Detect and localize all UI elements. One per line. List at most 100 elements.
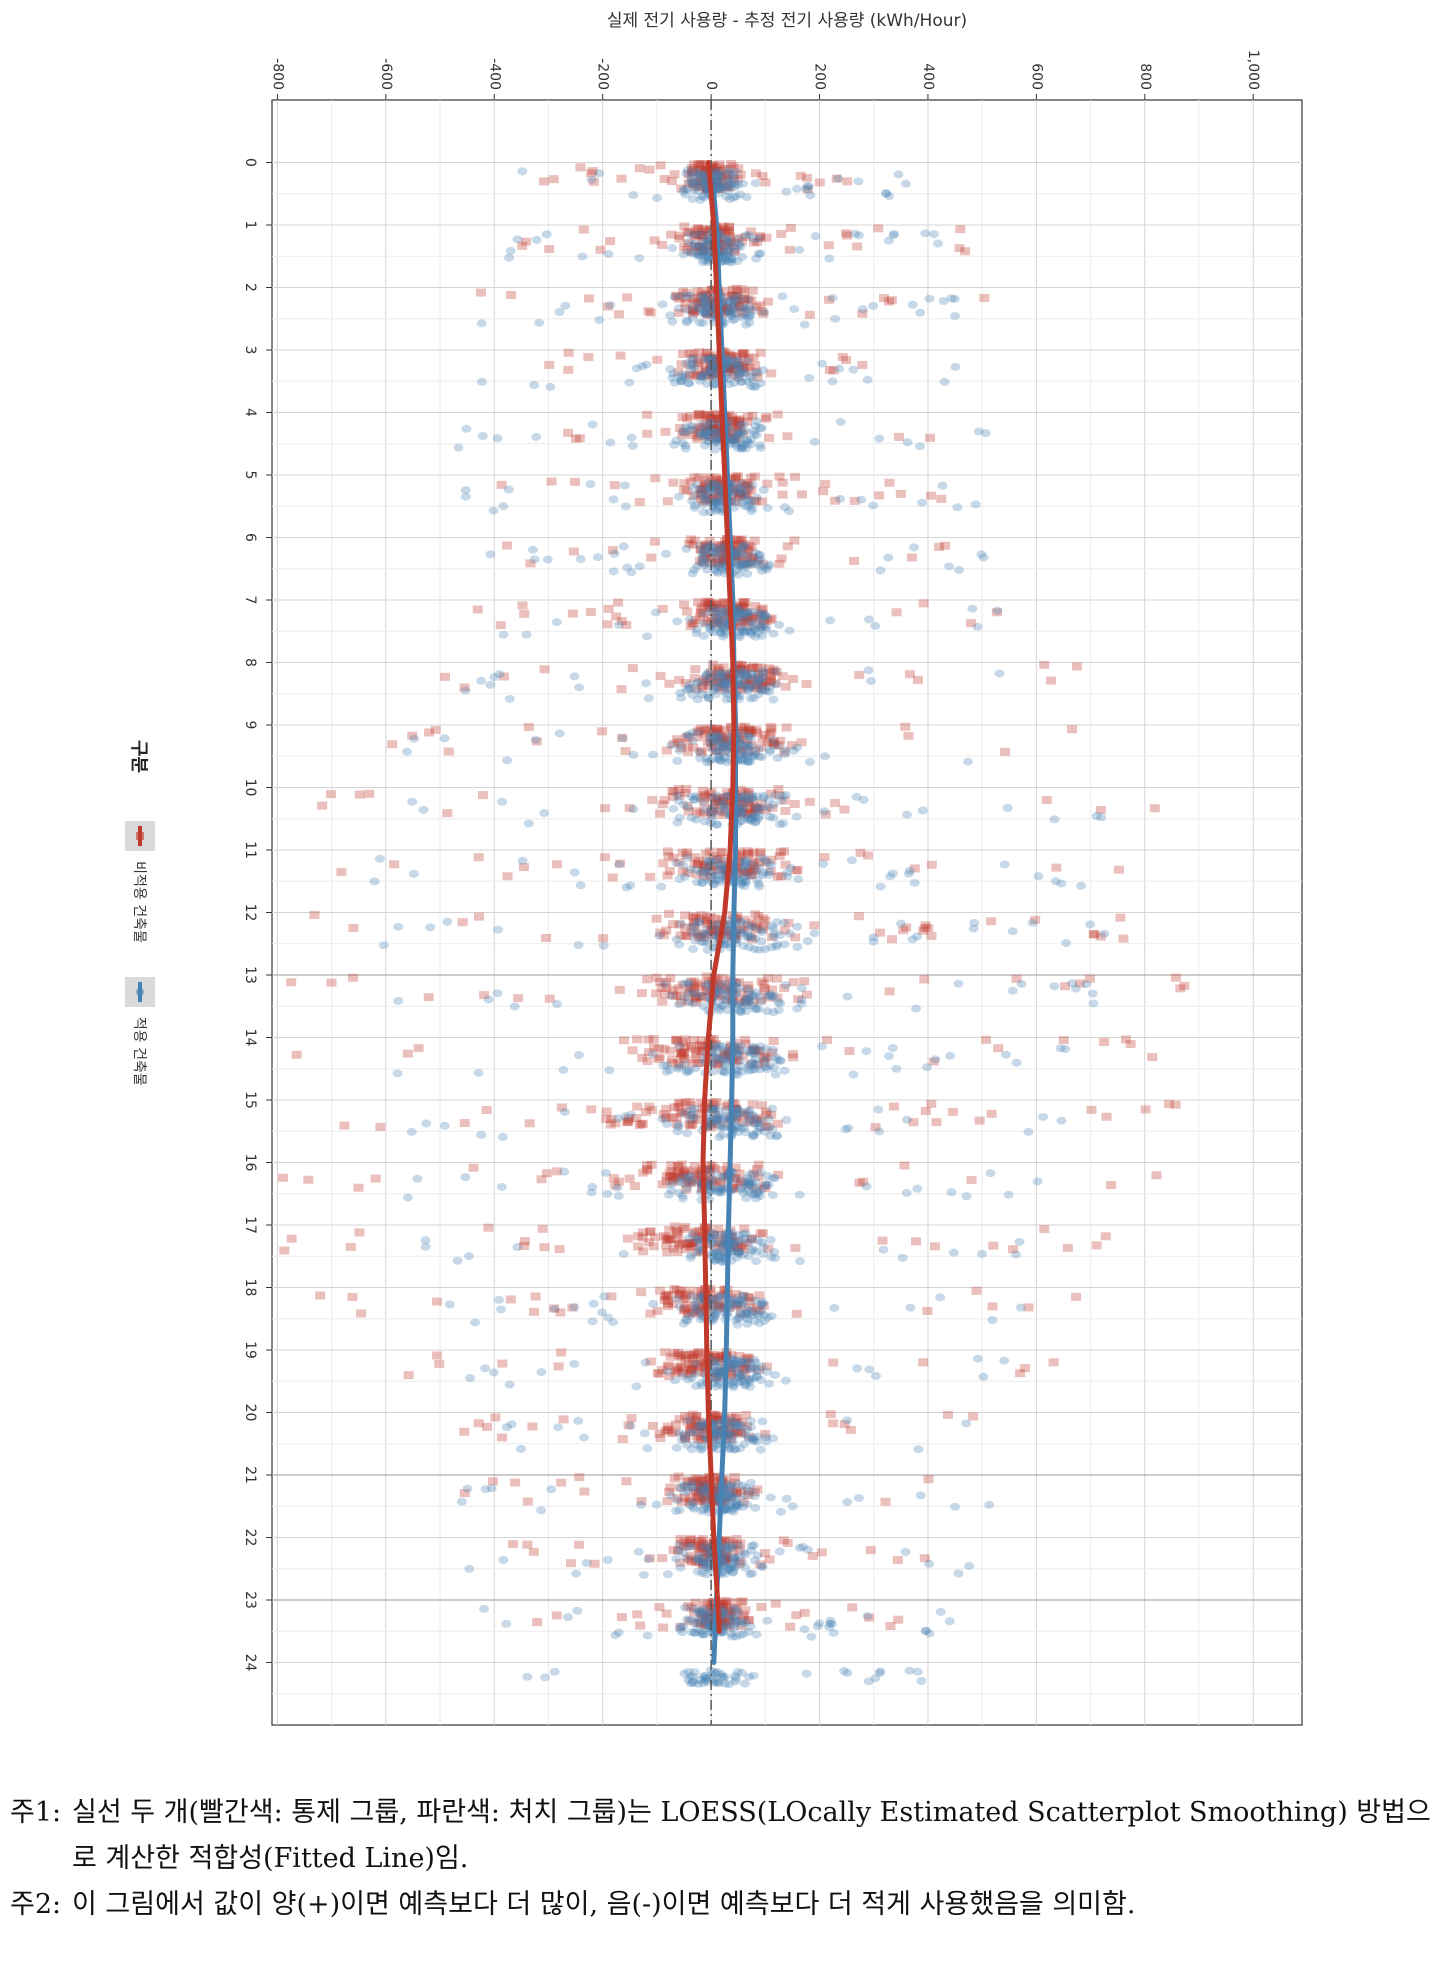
data-point-control xyxy=(723,241,734,250)
data-point-control xyxy=(702,1616,713,1625)
data-point-treatment xyxy=(692,695,703,704)
data-point-treatment xyxy=(694,542,705,551)
data-point-treatment xyxy=(835,417,846,426)
data-point-control xyxy=(768,665,779,674)
data-point-control xyxy=(758,914,769,923)
data-point-control xyxy=(718,673,729,682)
data-point-control xyxy=(693,856,704,865)
data-point-treatment xyxy=(772,1131,783,1140)
data-point-treatment xyxy=(641,679,652,688)
data-point-control xyxy=(695,1307,706,1316)
data-point-treatment xyxy=(901,1188,912,1197)
data-point-control xyxy=(693,1232,704,1241)
data-point-treatment xyxy=(757,1417,768,1426)
data-point-treatment xyxy=(718,678,729,687)
data-point-treatment xyxy=(697,420,708,429)
data-point-treatment xyxy=(493,925,504,934)
data-point-control xyxy=(674,920,685,929)
data-point-treatment xyxy=(717,1001,728,1010)
data-point-control xyxy=(544,994,555,1003)
data-point-control xyxy=(715,991,726,1000)
data-point-treatment xyxy=(1056,879,1067,888)
data-point-control xyxy=(468,1163,479,1172)
data-point-control xyxy=(729,1478,740,1487)
data-point-control xyxy=(722,182,733,191)
data-point-treatment xyxy=(721,683,732,692)
data-point-control xyxy=(714,1367,725,1376)
data-point-control xyxy=(731,535,742,544)
data-point-control xyxy=(718,238,729,247)
data-point-control xyxy=(655,928,666,937)
data-point-treatment xyxy=(907,935,918,944)
data-point-control xyxy=(730,435,741,444)
data-point-treatment xyxy=(793,875,804,884)
data-point-control xyxy=(661,983,672,992)
data-point-treatment xyxy=(725,238,736,247)
data-point-control xyxy=(546,477,557,486)
data-point-control xyxy=(694,428,705,437)
data-point-control xyxy=(736,555,747,564)
data-point-control xyxy=(741,616,752,625)
data-point-control xyxy=(473,912,484,921)
data-point-treatment xyxy=(753,1188,764,1197)
data-point-control xyxy=(696,170,707,179)
data-point-treatment xyxy=(666,1180,677,1189)
data-point-control xyxy=(654,1053,665,1062)
data-point-control xyxy=(729,366,740,375)
data-point-control xyxy=(749,1488,760,1497)
data-point-control xyxy=(787,1050,798,1059)
data-point-control xyxy=(662,1299,673,1308)
data-point-control xyxy=(724,365,735,374)
data-point-treatment xyxy=(1055,1044,1066,1053)
data-point-control xyxy=(677,1295,688,1304)
data-point-control xyxy=(733,800,744,809)
data-point-control xyxy=(708,368,719,377)
data-point-treatment xyxy=(796,984,807,993)
data-point-treatment xyxy=(881,189,892,198)
data-point-control xyxy=(669,170,680,179)
data-point-control xyxy=(710,1244,721,1253)
data-point-treatment xyxy=(757,673,768,682)
data-point-control xyxy=(682,747,693,756)
data-point-control xyxy=(692,432,703,441)
data-point-control xyxy=(719,1048,730,1057)
data-point-control xyxy=(676,1497,687,1506)
data-point-control xyxy=(895,489,906,498)
data-point-control xyxy=(675,1107,686,1116)
data-point-treatment xyxy=(703,691,714,700)
data-point-treatment xyxy=(578,1433,589,1442)
data-point-control xyxy=(657,604,668,613)
data-point-control xyxy=(620,747,631,756)
data-point-control xyxy=(777,490,788,499)
data-point-control xyxy=(791,1309,802,1318)
data-point-treatment xyxy=(504,694,515,703)
data-point-control xyxy=(714,1302,725,1311)
data-point-control xyxy=(658,1623,669,1632)
data-point-treatment xyxy=(695,230,706,239)
data-point-control xyxy=(681,293,692,302)
data-point-treatment xyxy=(711,567,722,576)
data-point-control xyxy=(496,480,507,489)
data-point-control xyxy=(719,1552,730,1561)
data-point-treatment xyxy=(764,687,775,696)
data-point-treatment xyxy=(739,863,750,872)
data-point-control xyxy=(701,173,712,182)
data-point-control xyxy=(828,366,839,375)
data-point-treatment xyxy=(494,1295,505,1304)
data-point-control xyxy=(713,163,724,172)
data-point-treatment xyxy=(517,167,528,176)
data-point-treatment xyxy=(683,731,694,740)
data-point-control xyxy=(710,737,721,746)
data-point-control xyxy=(694,1428,705,1437)
data-point-control xyxy=(642,975,653,984)
data-point-treatment xyxy=(829,1303,840,1312)
data-point-control xyxy=(735,1301,746,1310)
data-point-control xyxy=(730,1489,741,1498)
data-point-control xyxy=(711,176,722,185)
data-point-treatment xyxy=(523,819,534,828)
data-point-control xyxy=(710,746,721,755)
data-point-treatment xyxy=(672,617,683,626)
data-point-control xyxy=(760,178,771,187)
data-point-treatment xyxy=(749,235,760,244)
data-point-treatment xyxy=(694,242,705,251)
